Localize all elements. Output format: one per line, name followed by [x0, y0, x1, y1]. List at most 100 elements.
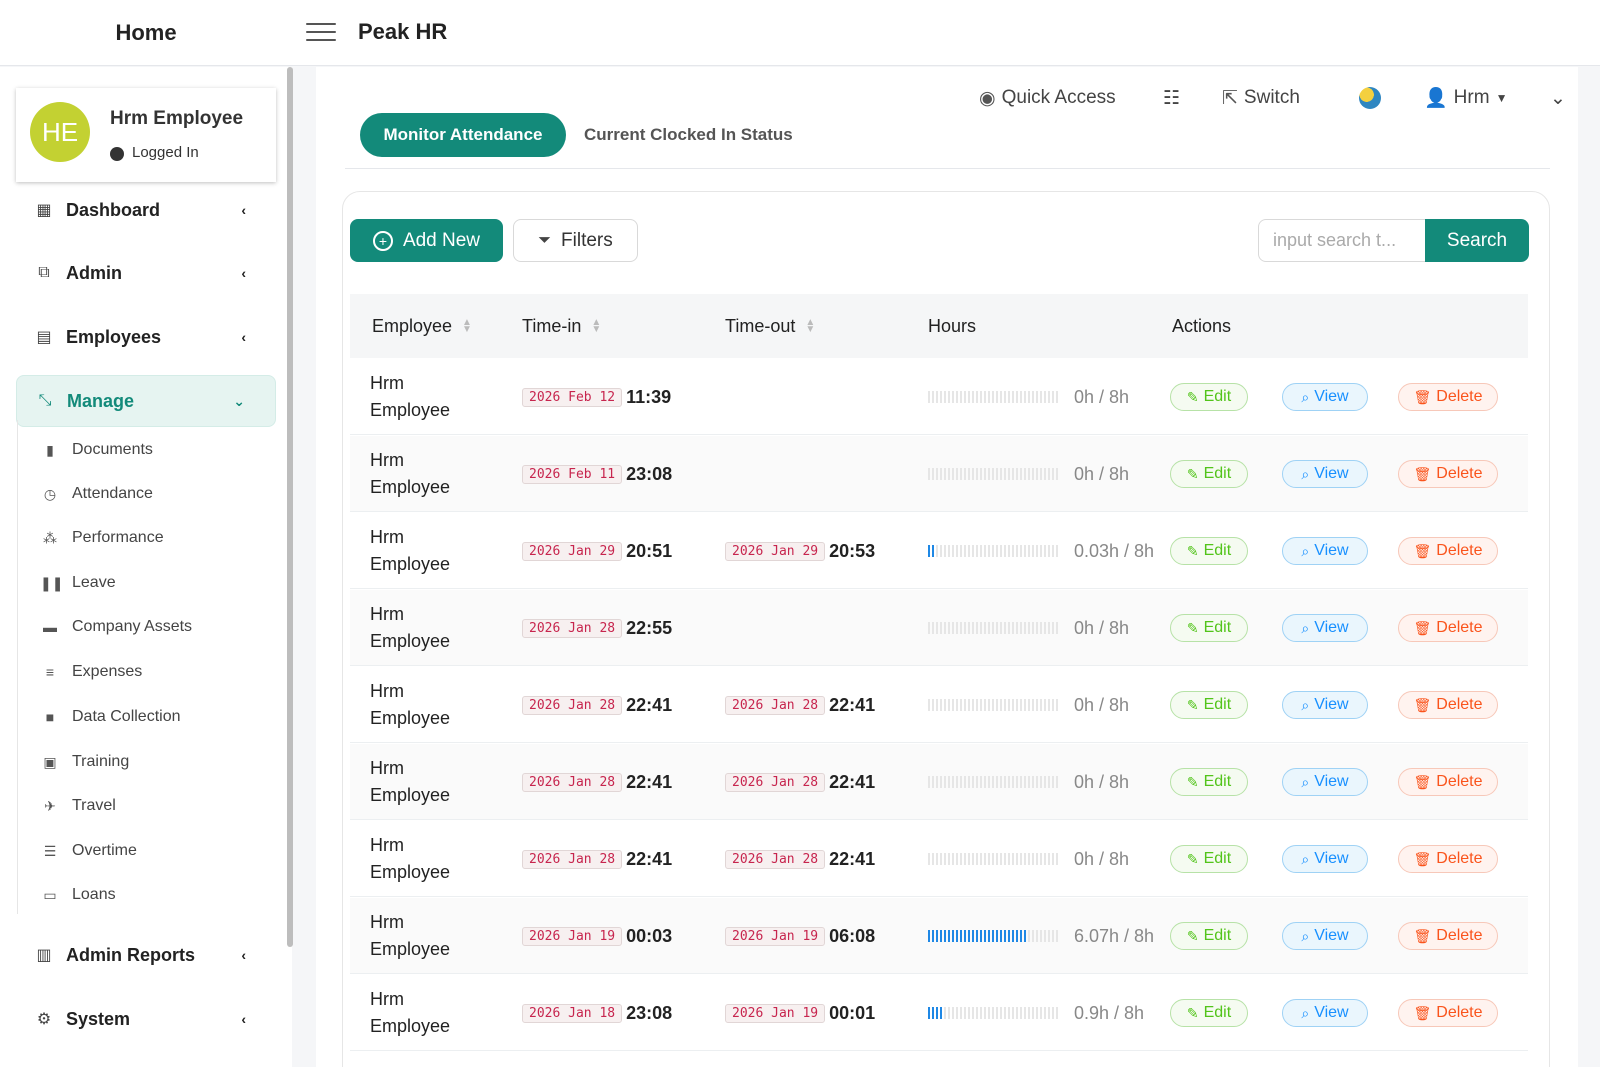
edit-button[interactable]: ✎ Edit — [1170, 845, 1248, 873]
status-text: Logged In — [132, 144, 199, 161]
sidebar-subitem-travel[interactable]: ✈ Travel — [40, 791, 116, 821]
delete-button[interactable]: 🗑 Delete — [1398, 922, 1498, 950]
view-button[interactable]: ⌕ View — [1282, 460, 1368, 488]
view-button[interactable]: ⌕ View — [1282, 922, 1368, 950]
employee-last-name: Employee — [370, 631, 451, 651]
sidebar-subitem-data-collection[interactable]: ■ Data Collection — [40, 702, 181, 732]
employee-first-name: Hrm — [370, 604, 404, 624]
time-in-time: 22:41 — [626, 694, 673, 715]
edit-button[interactable]: ✎ Edit — [1170, 383, 1248, 411]
delete-button[interactable]: 🗑 Delete — [1398, 383, 1498, 411]
sidebar-scrollbar[interactable] — [287, 67, 293, 947]
sort-icon[interactable]: ▲ ▼ — [462, 317, 472, 335]
column-time-out[interactable]: Time-out ▲ ▼ — [725, 294, 815, 358]
sidebar-subitem-loans[interactable]: ▭ Loans — [40, 880, 115, 910]
task-list-icon[interactable]: ☷ — [1163, 87, 1181, 109]
edit-button[interactable]: ✎ Edit — [1170, 614, 1248, 642]
hours-cell: 0h / 8h — [928, 667, 1129, 743]
sidebar-subitem-overtime[interactable]: ☰ Overtime — [40, 836, 137, 866]
delete-button[interactable]: 🗑 Delete — [1398, 768, 1498, 796]
sidebar-subitem-attendance[interactable]: ◷ Attendance — [40, 479, 153, 509]
view-button[interactable]: ⌕ View — [1282, 768, 1368, 796]
sidebar-subitem-label: Documents — [72, 441, 153, 458]
column-time-in[interactable]: Time-in ▲ ▼ — [522, 294, 601, 358]
hours-cell: 6.07h / 8h — [928, 898, 1154, 974]
delete-button[interactable]: 🗑 Delete — [1398, 537, 1498, 565]
add-new-button[interactable]: + Add New — [350, 219, 503, 262]
view-button[interactable]: ⌕ View — [1282, 383, 1368, 411]
time-in-time: 20:51 — [626, 540, 673, 561]
view-button[interactable]: ⌕ View — [1282, 999, 1368, 1027]
caret-down-icon: ▼ — [1495, 91, 1508, 105]
sidebar-item-employees[interactable]: ▤ Employees ‹ — [16, 311, 276, 363]
delete-label: Delete — [1436, 773, 1483, 790]
hours-text: 0h / 8h — [1074, 771, 1130, 792]
search-button[interactable]: Search — [1425, 219, 1529, 262]
user-menu[interactable]: 👤 Hrm ▼ — [1424, 82, 1507, 114]
tab-monitor-attendance[interactable]: Monitor Attendance — [360, 113, 566, 157]
column-employee[interactable]: Employee ▲ ▼ — [372, 294, 472, 358]
view-button[interactable]: ⌕ View — [1282, 691, 1368, 719]
column-label: Employee — [372, 315, 453, 336]
sidebar-item-label: Employees — [66, 326, 162, 347]
view-button[interactable]: ⌕ View — [1282, 614, 1368, 642]
edit-button[interactable]: ✎ Edit — [1170, 999, 1248, 1027]
delete-button[interactable]: 🗑 Delete — [1398, 614, 1498, 642]
sort-icon[interactable]: ▲ ▼ — [591, 317, 602, 335]
time-in-cell: 2026 Jan 18 23:08 — [522, 975, 672, 1051]
time-in-date: 2026 Jan 29 — [522, 541, 623, 561]
sidebar-subitem-leave[interactable]: ❚❚ Leave — [40, 568, 116, 598]
filters-button[interactable]: ⏷ Filters — [513, 219, 638, 262]
sidebar-subitem-documents[interactable]: ▮ Documents — [40, 435, 153, 465]
edit-button[interactable]: ✎ Edit — [1170, 768, 1248, 796]
view-button[interactable]: ⌕ View — [1282, 537, 1368, 565]
sidebar-item-manage[interactable]: ⤡ Manage ⌄ — [16, 375, 276, 427]
time-in-cell: 2026 Jan 28 22:41 — [522, 667, 672, 743]
view-label: View — [1314, 465, 1349, 482]
sidebar-subitem-expenses[interactable]: ≡ Expenses — [40, 657, 142, 687]
quick-access-link[interactable]: ◉ Quick Access — [979, 82, 1116, 114]
switch-link[interactable]: ⇱ Switch — [1222, 82, 1300, 114]
file-chart-icon: ▥ — [36, 947, 52, 964]
plane-icon: ✈ — [44, 797, 56, 814]
search-icon: ⌕ — [1301, 465, 1310, 482]
compass-icon: ◉ — [979, 87, 996, 109]
sidebar-item-admin[interactable]: ⧉ Admin ‹ — [16, 247, 276, 299]
edit-button[interactable]: ✎ Edit — [1170, 537, 1248, 565]
time-out-cell: 2026 Jan 28 22:41 — [725, 821, 875, 897]
sidebar-item-admin-reports[interactable]: ▥ Admin Reports ‹ — [16, 929, 276, 981]
sidebar-subitem-performance[interactable]: ⁂ Performance — [40, 523, 164, 553]
time-in-date: 2026 Jan 28 — [522, 618, 623, 638]
search-icon: ⌕ — [1301, 1004, 1310, 1021]
delete-button[interactable]: 🗑 Delete — [1398, 845, 1498, 873]
delete-label: Delete — [1436, 619, 1483, 636]
th-icon: ▤ — [36, 329, 52, 346]
delete-button[interactable]: 🗑 Delete — [1398, 691, 1498, 719]
hours-cell: 0.03h / 8h — [928, 513, 1154, 589]
menu-toggle-icon[interactable] — [306, 23, 336, 43]
edit-button[interactable]: ✎ Edit — [1170, 691, 1248, 719]
tab-current-clocked-in-status[interactable]: Current Clocked In Status — [584, 125, 793, 144]
view-button[interactable]: ⌕ View — [1282, 845, 1368, 873]
sidebar-item-dashboard[interactable]: ▦ Dashboard ‹ — [16, 184, 276, 236]
sidebar-item-system[interactable]: ⚙ System ‹ — [16, 993, 276, 1045]
search-input[interactable] — [1258, 219, 1428, 262]
time-out-time: 00:01 — [829, 1002, 876, 1023]
chevron-down-icon[interactable]: ⌄ — [1550, 87, 1566, 109]
language-selector[interactable] — [1359, 82, 1381, 114]
chevron-left-icon: ‹ — [241, 265, 246, 281]
edit-button[interactable]: ✎ Edit — [1170, 922, 1248, 950]
tabs-divider — [345, 168, 1550, 169]
hours-cell: 0h / 8h — [928, 359, 1129, 435]
sidebar-subitem-company-assets[interactable]: ▬ Company Assets — [40, 612, 192, 642]
employee-last-name: Employee — [370, 477, 451, 497]
hours-text: 0h / 8h — [1074, 386, 1130, 407]
home-link[interactable]: Home — [115, 20, 177, 45]
sort-icon[interactable]: ▲ ▼ — [805, 317, 816, 335]
edit-button[interactable]: ✎ Edit — [1170, 460, 1248, 488]
search-icon: ⌕ — [1301, 619, 1310, 636]
sidebar-subitem-training[interactable]: ▣ Training — [40, 747, 129, 777]
delete-button[interactable]: 🗑 Delete — [1398, 460, 1498, 488]
app-title: Peak HR — [358, 19, 448, 44]
delete-button[interactable]: 🗑 Delete — [1398, 999, 1498, 1027]
